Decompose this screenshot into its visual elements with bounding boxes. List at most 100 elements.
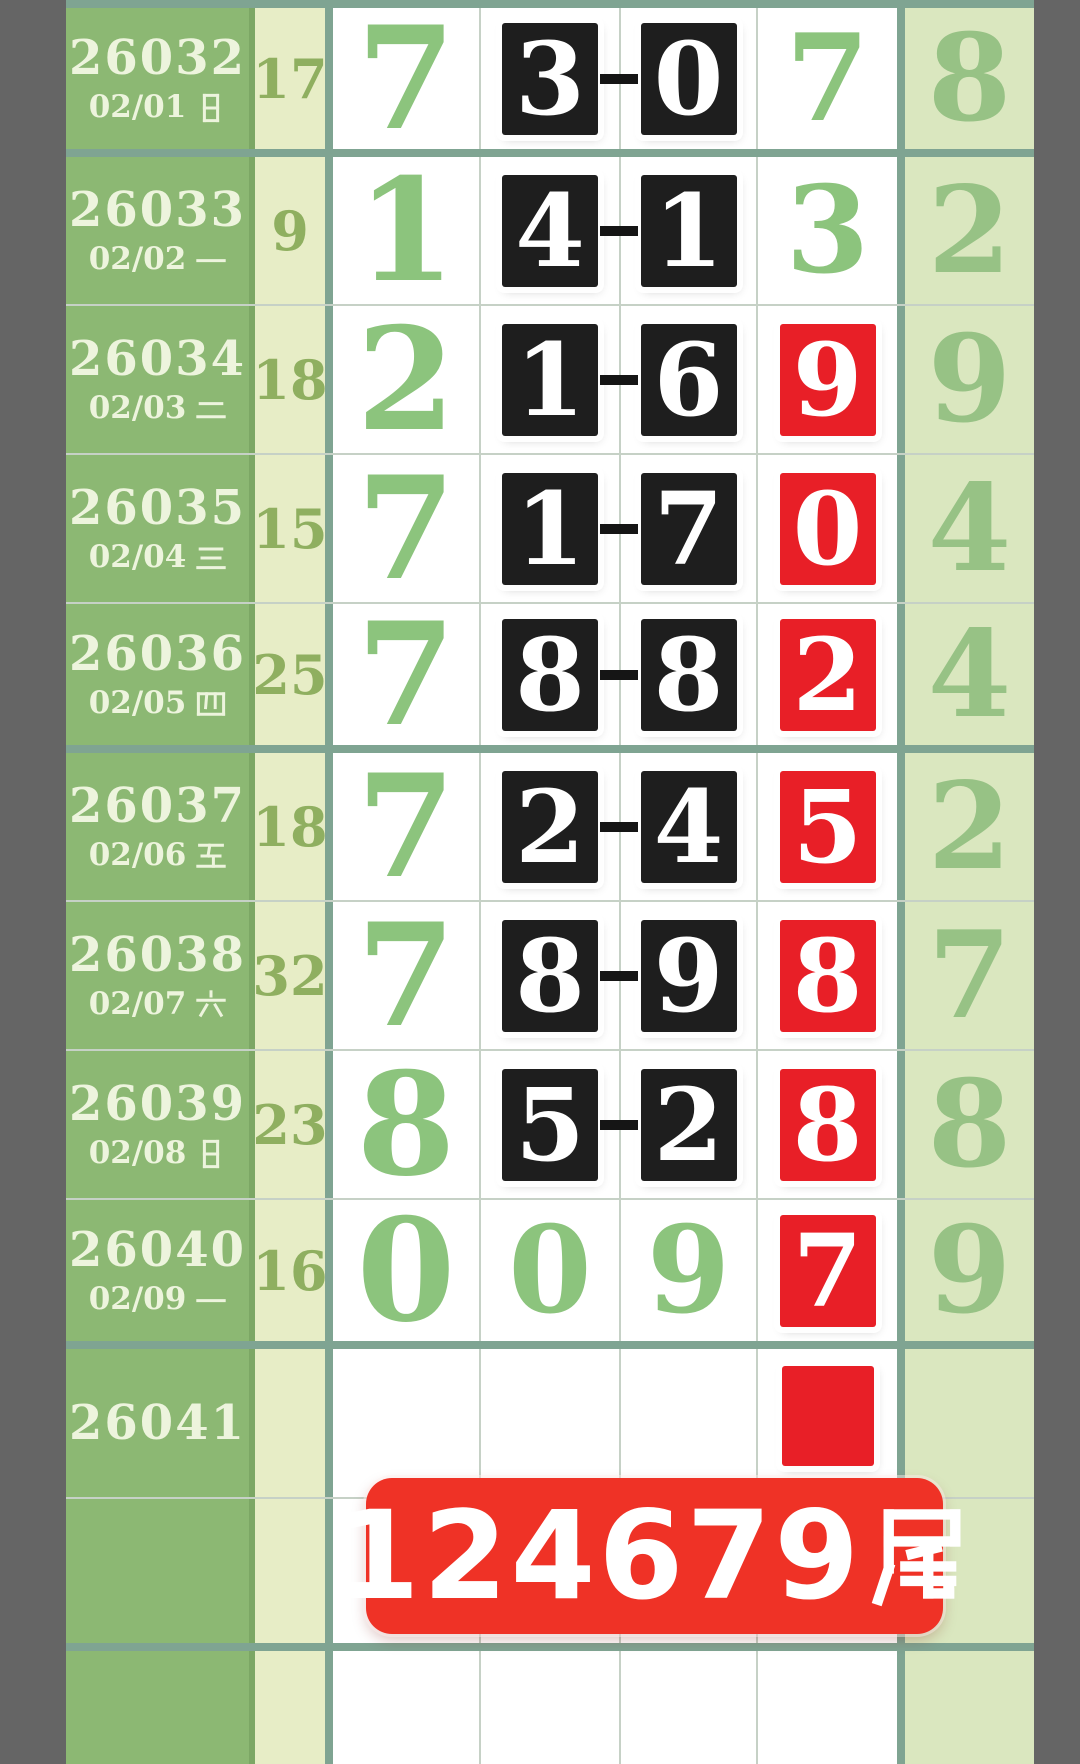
digit-cell-pos1: 7 [333,902,479,1049]
box-digit: 0 [653,19,724,138]
draw-date: 02/03 [89,393,227,424]
sum-cell [255,1349,325,1497]
box-digit: 2 [515,767,585,886]
dash-connector [600,1119,638,1130]
teal-divider [897,902,905,1049]
table-row: 26032 02/01 17 7 3 0 7 8 [66,8,1034,157]
box-digit: 4 [515,171,585,290]
period-cell: 26034 02/03 [66,306,249,453]
weekday-glyph [203,1139,220,1168]
green-divider [249,1499,255,1643]
tail-digit: 2 [927,159,1012,301]
box-digit: 6 [653,320,724,439]
green-divider [249,604,255,745]
draw-date: 02/04 [89,542,227,573]
draw-date: 02/07 [89,989,227,1020]
teal-divider [897,306,905,453]
empty-red-box [781,1366,874,1466]
digit-pos1: 7 [356,455,456,602]
green-divider [249,753,255,900]
sum-value: 23 [255,1092,325,1157]
banner-digit: 9 [774,1485,863,1627]
digit-cell-c3: 8 [619,604,756,745]
digit-cell-c3: 9 [619,902,756,1049]
box-digit: 9 [653,916,724,1035]
digit-cell-pos1: 8 [333,1051,479,1198]
period-cell [66,1499,249,1643]
black-digit-box: 2 [502,767,598,886]
digit-cell-c2: 2 [479,753,619,900]
digit-cell-c2: 8 [479,902,619,1049]
banner-digit: 6 [598,1485,687,1627]
digit-pos1: 1 [356,157,456,304]
table-row: 26039 02/08 23 8 5 2 8 8 [66,1051,1034,1200]
black-digit-box: 8 [502,916,598,1035]
green-divider [249,1651,255,1764]
digit-cell-c2 [479,1651,619,1764]
box-digit: 8 [792,1065,863,1184]
digit-cell-c4: 8 [756,902,897,1049]
sum-value: 16 [255,1238,325,1303]
sum-cell: 9 [255,157,325,304]
period-number: 26034 [69,331,246,387]
teal-divider [325,8,333,149]
digit-cell-c4: 9 [756,306,897,453]
teal-divider [897,753,905,900]
green-divider [249,306,255,453]
period-cell: 26040 02/09 [66,1200,249,1341]
tail-cell: 9 [905,306,1034,453]
digit-cell-c2 [479,1349,619,1497]
digit-cell-c2: 8 [479,604,619,745]
tail-cell: 9 [905,1200,1034,1341]
dash-connector [600,225,638,236]
period-number: 26039 [69,1076,246,1132]
digit-pos1: 0 [356,1200,456,1341]
digit-cell-c2: 1 [479,306,619,453]
digit-pos1: 2 [356,306,456,453]
weekday-glyph [196,989,226,1020]
period-cell: 26041 [66,1349,249,1497]
teal-divider [325,1349,333,1497]
digit-cell-c4: 5 [756,753,897,900]
dash-connector [600,970,638,981]
lottery-trend-table: 26032 02/01 17 7 3 0 7 8 26033 02/02 9 1 4 1 3 2 26034 02… [66,0,1034,1764]
box-digit: 8 [653,615,724,734]
digit-cell-c4: 8 [756,1051,897,1198]
red-digit-box: 8 [779,1065,876,1184]
black-digit-box: 6 [640,320,737,439]
teal-divider [897,1349,905,1497]
box-digit: 8 [792,916,863,1035]
tail-digit: 4 [927,457,1012,599]
green-divider [249,157,255,304]
box-digit: 0 [792,469,863,588]
red-digit-box: 7 [779,1214,876,1327]
weekday-glyph [196,1285,226,1315]
green-divider [249,455,255,602]
period-number: 26035 [69,480,246,536]
period-cell: 26037 02/06 [66,753,249,900]
draw-date-text: 02/07 [88,986,187,1022]
black-digit-box: 0 [640,19,737,138]
digit-cell-pos1: 7 [333,604,479,745]
period-number: 26038 [69,927,246,983]
digit-cell-c4: 0 [756,455,897,602]
draw-date-text: 02/09 [88,1281,187,1317]
draw-date: 02/06 [89,840,227,871]
black-digit-box: 4 [502,171,598,290]
weekday-glyph [196,543,226,573]
digit-cell-c3: 4 [619,753,756,900]
tail-cell: 7 [905,902,1034,1049]
table-row: 26036 02/05 25 7 8 8 2 4 [66,604,1034,753]
box-digit: 8 [515,916,585,1035]
digit-cell-c4 [756,1651,897,1764]
box-digit: 2 [792,615,863,734]
period-cell: 26032 02/01 [66,8,249,149]
digit-cell-c4 [756,1349,897,1497]
digit-cell-c3: 6 [619,306,756,453]
black-digit-box: 8 [502,618,598,731]
digit-pos4: 7 [785,8,870,149]
draw-date-text: 02/02 [88,241,187,277]
teal-divider [897,604,905,745]
teal-divider [325,1200,333,1341]
weekday-glyph [196,547,226,569]
